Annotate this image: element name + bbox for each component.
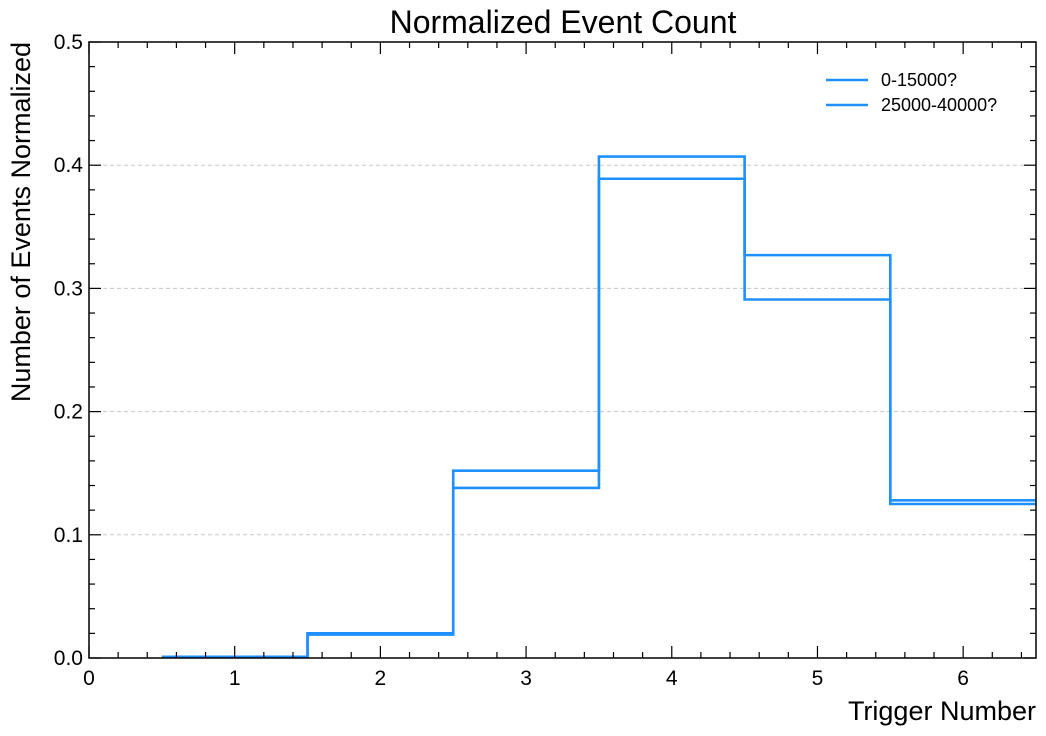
- y-tick-label: 0.2: [54, 401, 83, 424]
- plot-frame: [88, 41, 1037, 659]
- legend: 0-15000? 25000-40000?: [826, 70, 997, 115]
- legend-label-1: 25000-40000?: [881, 95, 997, 115]
- chart-title: Normalized Event Count: [390, 4, 737, 40]
- tick-labels: 0 1 2 3 4 5 6 0.0 0.1 0.2 0.3 0.4 0.5: [54, 31, 969, 690]
- legend-label-0: 0-15000?: [881, 70, 957, 90]
- y-tick-label: 0.5: [54, 31, 83, 54]
- gridlines: [89, 164, 1036, 536]
- x-tick-label: 6: [957, 667, 969, 690]
- ticks: [88, 41, 1036, 659]
- y-tick-label: 0.3: [54, 277, 83, 300]
- y-tick-label: 0.0: [54, 647, 83, 670]
- y-axis-label: Number of Events Normalized: [6, 42, 36, 402]
- y-tick-label: 0.4: [54, 154, 84, 177]
- x-tick-label: 4: [666, 667, 678, 690]
- x-tick-label: 5: [812, 667, 824, 690]
- x-tick-label: 2: [375, 667, 387, 690]
- x-tick-label: 1: [229, 667, 241, 690]
- x-tick-label: 0: [83, 667, 95, 690]
- series-group: [161, 155, 1036, 659]
- series-line-1: [161, 155, 1036, 659]
- x-axis-label: Trigger Number: [848, 696, 1036, 726]
- y-tick-label: 0.1: [54, 524, 83, 547]
- x-tick-label: 3: [520, 667, 532, 690]
